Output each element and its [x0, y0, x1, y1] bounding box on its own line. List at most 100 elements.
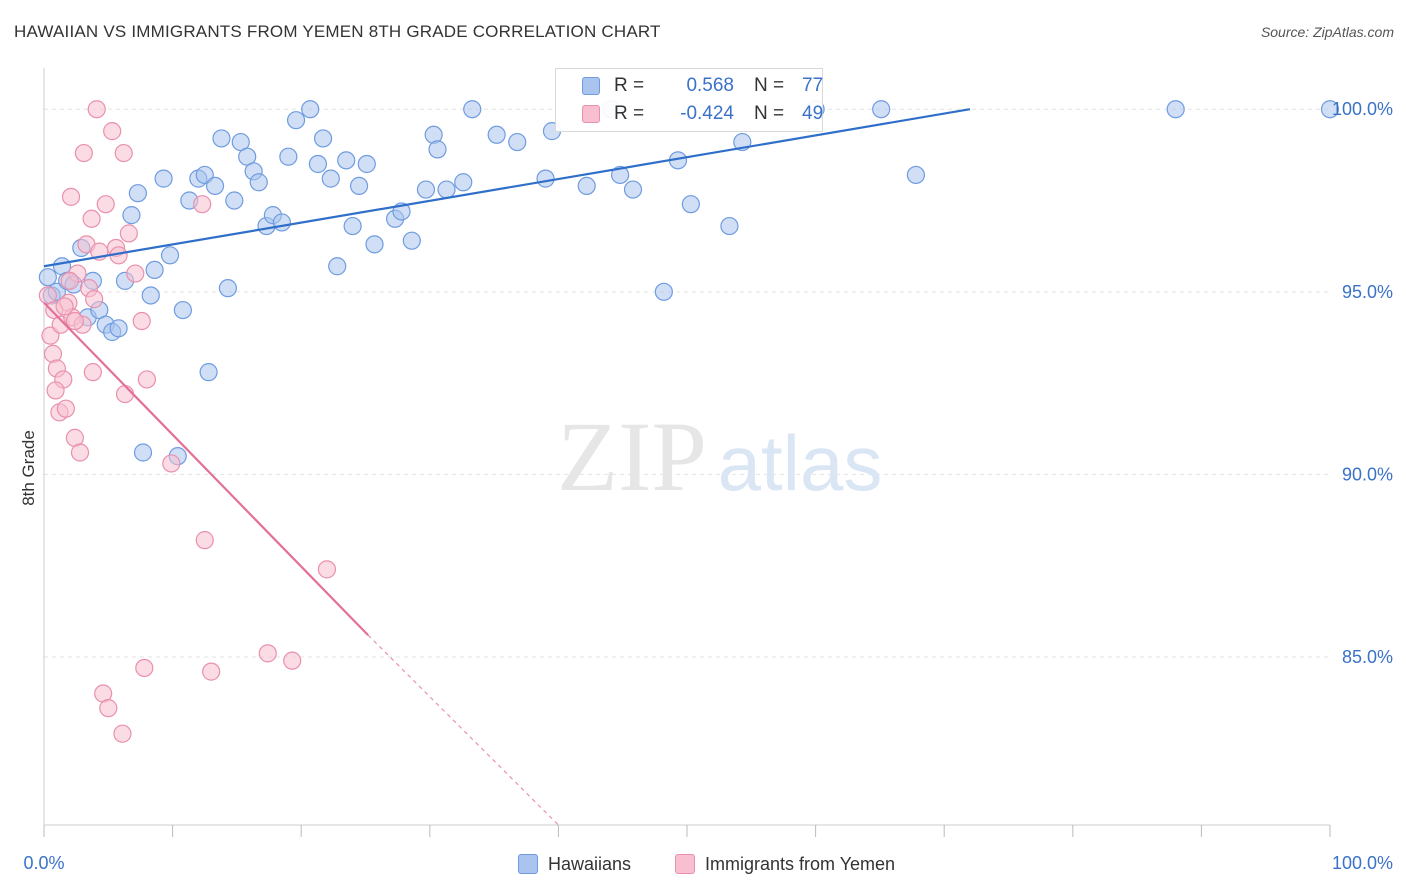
hawaiian-point: [199, 363, 218, 382]
bottom-legend-label-yemen: Immigrants from Yemen: [705, 853, 896, 874]
hawaiian-point: [623, 180, 643, 199]
data-points: [38, 100, 1340, 743]
legend-row-yemen: R = -0.424 N = 49: [582, 101, 823, 127]
watermark-zip: ZIP: [557, 401, 707, 512]
yemen-point: [60, 271, 79, 290]
yemen-point: [74, 143, 93, 163]
hawaiian-point: [279, 147, 298, 166]
hawaiian-point: [141, 286, 160, 305]
yemen-point: [85, 290, 104, 309]
y-axis-label: 8th Grade: [19, 430, 38, 506]
yemen-point: [114, 143, 133, 163]
r-label: R =: [614, 103, 645, 124]
r-label: R =: [614, 75, 645, 96]
hawaiian-point: [1166, 100, 1185, 119]
hawaiian-point: [654, 282, 673, 301]
hawaiian-point: [428, 140, 447, 159]
chart-title: HAWAIIAN VS IMMIGRANTS FROM YEMEN 8TH GR…: [14, 22, 661, 41]
y-tick-label: 85.0%: [1342, 647, 1393, 667]
yemen-point: [115, 384, 135, 404]
y-tick-label: 95.0%: [1342, 282, 1393, 302]
hawaiian-point: [145, 260, 164, 280]
trend-lines: [43, 108, 971, 826]
yemen-point: [132, 311, 151, 331]
legend-swatch-yemen: [582, 105, 600, 123]
hawaiian-point: [286, 111, 306, 130]
hawaiian-point: [301, 100, 320, 119]
yemen-point: [46, 381, 65, 400]
yemen-point: [113, 724, 132, 743]
hawaiian-point: [1320, 100, 1340, 119]
hawaiian-point: [160, 246, 180, 265]
hawaiian-point: [402, 231, 421, 250]
legend-row-hawaiians: R = 0.568 N = 77: [582, 73, 823, 99]
correlation-legend: R = 0.568 N = 77 R = -0.424 N = 49: [555, 68, 823, 132]
bottom-legend-yemen: Immigrants from Yemen: [675, 851, 895, 877]
yemen-point: [193, 195, 212, 214]
yemen-point: [202, 662, 221, 681]
hawaiian-point: [133, 443, 153, 462]
yemen-point: [119, 224, 138, 243]
yemen-point: [56, 399, 75, 418]
hawaiian-point: [205, 176, 225, 196]
yemen-point: [317, 560, 337, 579]
yemen-point: [103, 122, 122, 141]
hawaiian-point: [357, 154, 376, 174]
watermark: ZIP atlas: [557, 401, 882, 512]
hawaiian-point: [249, 173, 268, 192]
hawaiian-point: [437, 180, 456, 199]
yemen-point: [135, 658, 154, 678]
hawaiian-point: [337, 151, 356, 170]
yemen-point: [87, 100, 106, 119]
bottom-legend-swatch-hawaiians: [518, 854, 538, 874]
n-value: 77: [802, 75, 824, 96]
hawaiian-point: [508, 132, 527, 152]
hawaiian-point: [212, 129, 231, 148]
yemen-trend-line: [43, 302, 369, 636]
n-value: 49: [802, 103, 824, 124]
hawaiian-point: [463, 100, 482, 119]
yemen-point: [137, 370, 156, 389]
bottom-legend-hawaiians: Hawaiians: [518, 851, 631, 877]
yemen-point: [126, 264, 145, 283]
legend-swatch-hawaiians: [582, 77, 600, 95]
yemen-point: [258, 644, 277, 663]
hawaiian-point: [154, 169, 173, 188]
hawaiian-point: [487, 125, 506, 144]
hawaiian-point: [349, 176, 369, 196]
hawaiian-point: [321, 169, 340, 188]
hawaiian-point: [109, 319, 128, 338]
hawaiian-trend-line: [43, 108, 971, 268]
hawaiian-point: [313, 129, 333, 148]
hawaiian-point: [173, 300, 192, 320]
hawaiian-point: [272, 213, 292, 232]
yemen-point: [99, 699, 118, 718]
n-label: N =: [754, 103, 785, 124]
y-tick-label: 100.0%: [1332, 99, 1393, 119]
hawaiian-point: [416, 180, 436, 199]
yemen-trend-extension: [367, 634, 559, 826]
grid-lines: [44, 108, 1330, 658]
hawaiian-point: [343, 216, 362, 236]
hawaiian-point: [536, 169, 555, 188]
bottom-legend-label-hawaiians: Hawaiians: [548, 853, 632, 874]
yemen-point: [195, 531, 214, 550]
bottom-legend-swatch-yemen: [675, 854, 695, 874]
hawaiian-point: [38, 268, 57, 287]
hawaiian-point: [218, 279, 237, 298]
hawaiian-point: [872, 100, 891, 119]
hawaiian-point: [225, 191, 244, 210]
yemen-point: [55, 297, 74, 316]
yemen-point: [82, 209, 101, 228]
yemen-point: [96, 195, 115, 214]
hawaiian-point: [720, 216, 739, 236]
yemen-point: [83, 363, 102, 382]
hawaiian-point: [365, 235, 384, 254]
hawaiian-point: [611, 165, 630, 185]
yemen-point: [283, 651, 302, 670]
x-tick-label: 0.0%: [23, 853, 64, 873]
hawaiian-point: [122, 206, 141, 225]
r-value: 0.568: [686, 75, 734, 96]
hawaiian-point: [308, 154, 328, 174]
